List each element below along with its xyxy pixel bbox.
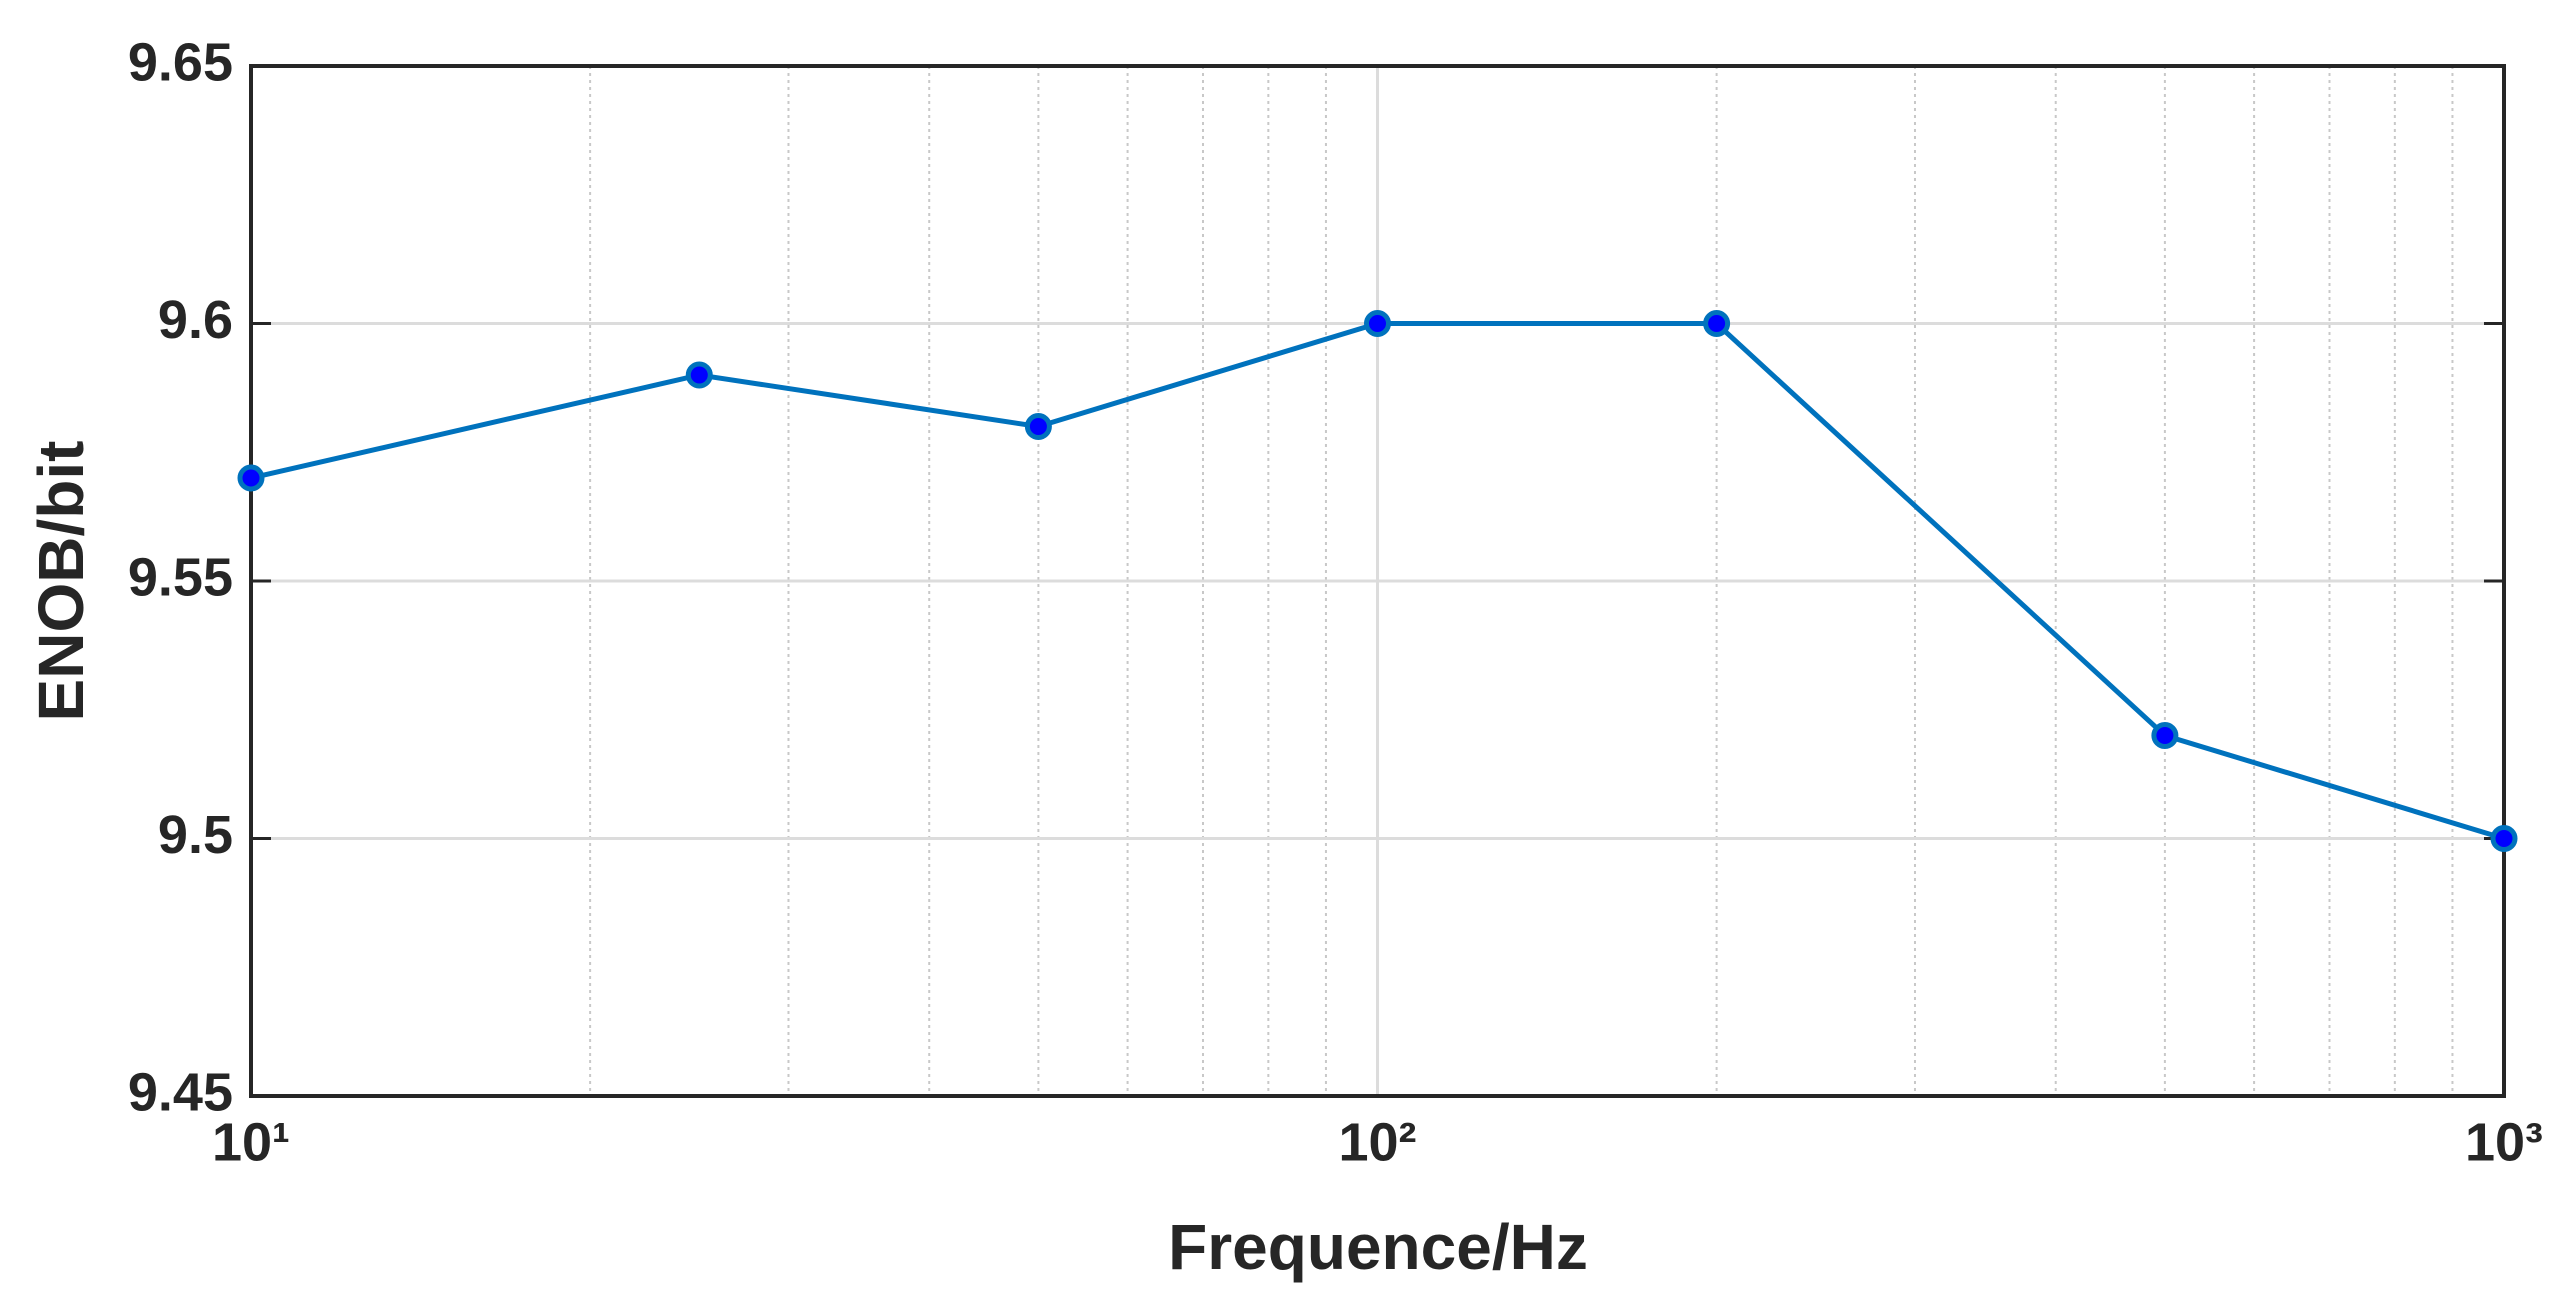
y-tick-label: 9.55	[128, 547, 233, 607]
x-tick-label: 10²	[1338, 1112, 1416, 1172]
data-point	[1703, 310, 1731, 337]
x-axis-label: Frequence/Hz	[1168, 1211, 1588, 1283]
y-axis-label: ENOB/bit	[25, 441, 97, 722]
y-tick-label: 9.6	[158, 290, 233, 350]
y-tick-label: 9.65	[128, 32, 233, 92]
data-point	[237, 464, 265, 492]
plot-frame	[249, 64, 2506, 1098]
y-tick-label: 9.45	[128, 1062, 233, 1122]
data-point	[2151, 722, 2179, 749]
y-tick-label: 9.5	[158, 805, 233, 865]
data-point	[1024, 413, 1052, 440]
x-tick-label: 10³	[2465, 1112, 2543, 1172]
data-point	[2490, 825, 2518, 852]
data-point	[685, 361, 713, 389]
x-tick-label: 10¹	[212, 1112, 290, 1172]
data-point	[1364, 310, 1391, 337]
